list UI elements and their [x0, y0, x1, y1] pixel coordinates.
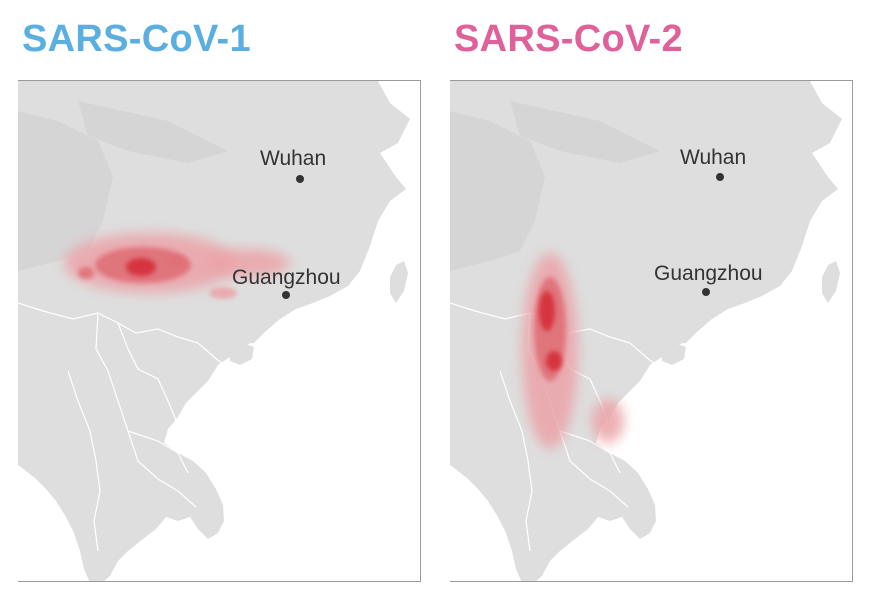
density-zone-core: [126, 258, 156, 276]
city-marker-wuhan: [296, 175, 304, 183]
national-border-china-south: [18, 302, 225, 366]
national-border-thailand: [499, 370, 533, 552]
tibetan-plateau-shading: [18, 111, 113, 271]
density-heatmap-sars-cov-2: [522, 253, 624, 449]
city-label-wuhan: Wuhan: [680, 146, 747, 169]
mainland-china-landmass: [18, 81, 410, 581]
density-zone-core-south: [546, 351, 562, 371]
national-border-thailand: [67, 370, 101, 552]
density-zone-southeast-patch: [209, 287, 237, 299]
map-svg-sars-cov-1: [18, 81, 410, 581]
map-svg-sars-cov-2: [450, 81, 842, 581]
mountain-ridge-shading: [510, 101, 660, 163]
city-label-guangzhou: Guangzhou: [232, 266, 341, 289]
city-marker-wuhan: [716, 173, 724, 181]
hainan-island: [230, 343, 254, 365]
national-border-cambodia: [127, 430, 189, 474]
taiwan-island: [822, 261, 840, 303]
panel-title-sars-cov-1: SARS-CoV-1: [22, 18, 251, 60]
density-zone-core-north: [539, 291, 555, 331]
map-sars-cov-1: Wuhan Guangzhou: [18, 80, 421, 582]
hainan-island: [662, 343, 686, 365]
density-zone-east-patch: [592, 399, 624, 443]
map-sars-cov-2: Wuhan Guangzhou: [450, 80, 853, 582]
mountain-ridge-shading: [78, 101, 228, 163]
density-zone-west-spot: [78, 267, 94, 279]
city-marker-guangzhou: [702, 288, 710, 296]
density-heatmap-sars-cov-1: [64, 233, 290, 299]
panel-title-sars-cov-2: SARS-CoV-2: [454, 18, 683, 60]
density-zone-east-tail: [206, 249, 290, 277]
density-zone-east-spot: [166, 256, 186, 266]
city-label-guangzhou: Guangzhou: [654, 262, 763, 285]
mainland-china-landmass: [450, 81, 842, 581]
national-border-cambodia: [559, 430, 621, 474]
panel-sars-cov-2: SARS-CoV-2: [432, 0, 853, 606]
panel-sars-cov-1: SARS-CoV-1: [0, 0, 421, 606]
city-marker-guangzhou: [282, 291, 290, 299]
taiwan-island: [390, 261, 408, 303]
national-border-laos-vietnam: [117, 322, 187, 452]
city-label-wuhan: Wuhan: [260, 147, 327, 170]
tibetan-plateau-shading: [450, 111, 545, 271]
